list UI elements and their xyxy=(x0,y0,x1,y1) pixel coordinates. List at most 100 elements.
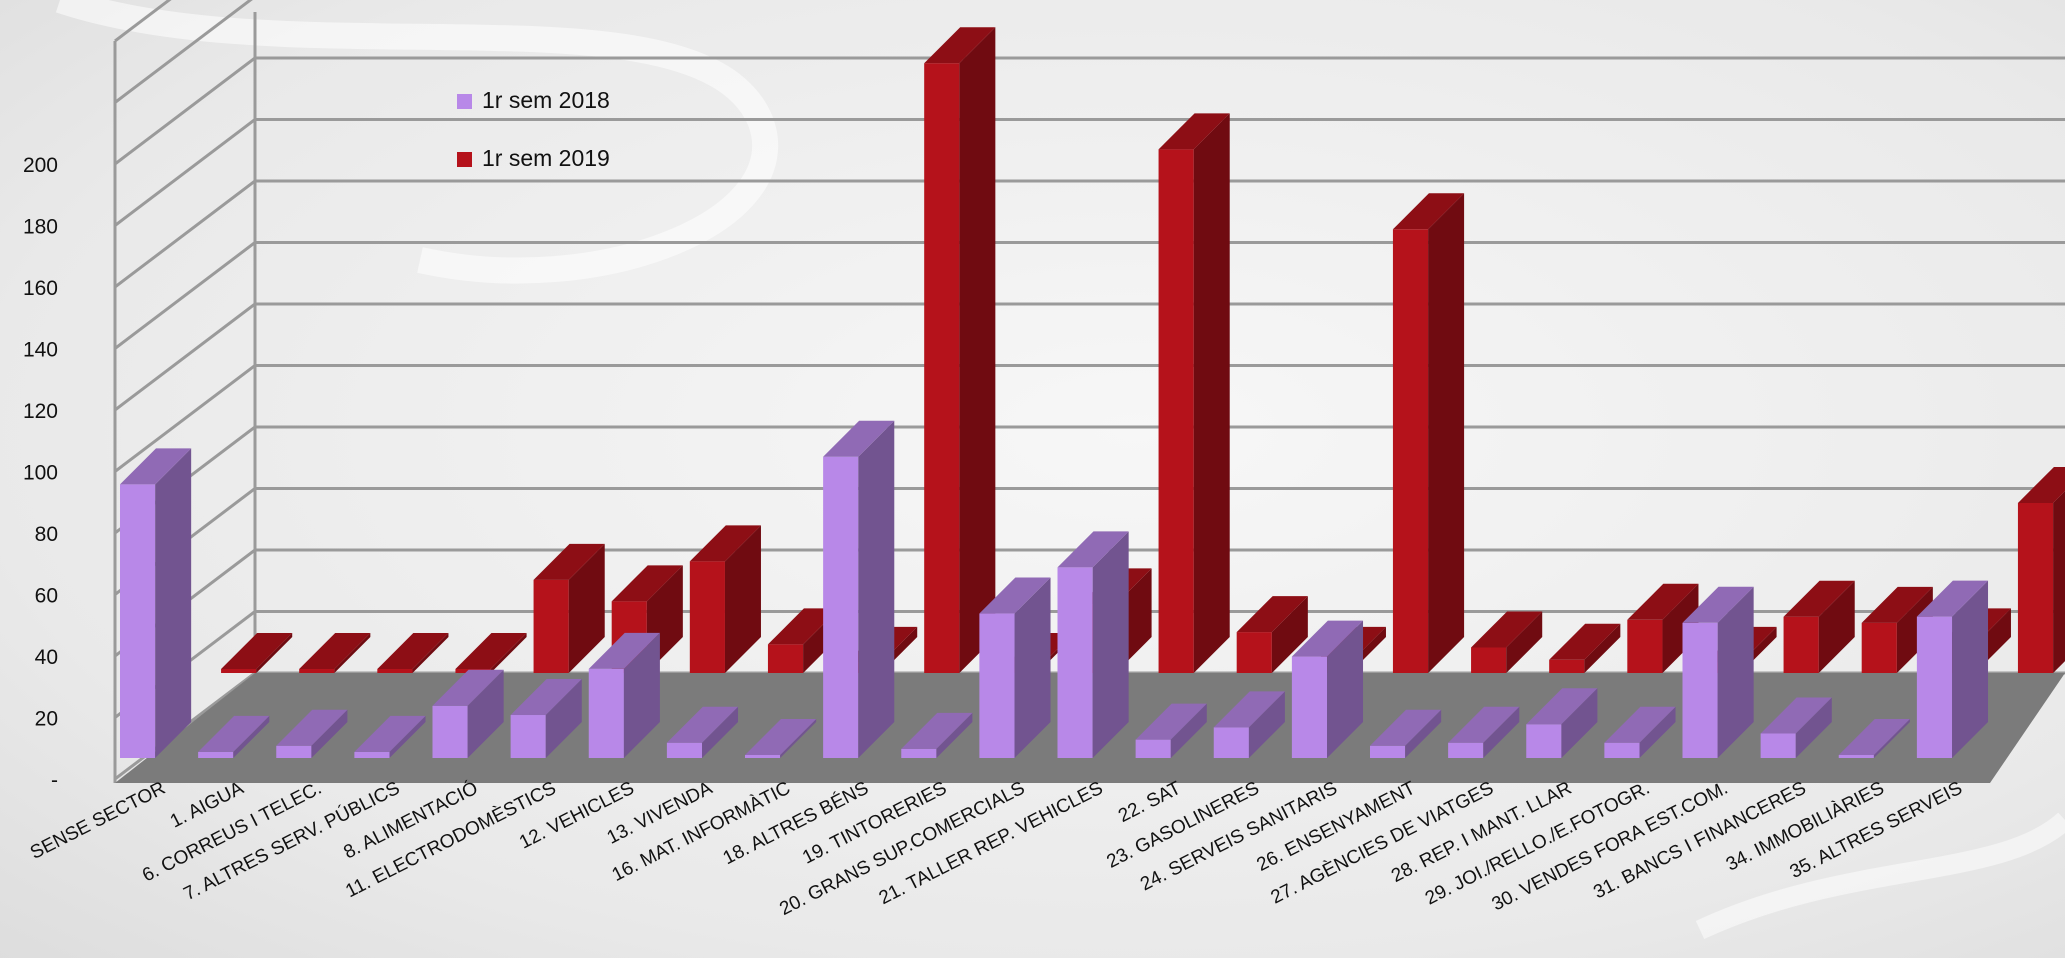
bar-2019-17-side xyxy=(1584,623,1621,673)
bar-2019-12 xyxy=(1158,113,1230,673)
y-tick-label: 80 xyxy=(35,523,58,546)
bar-2019-12-top xyxy=(1158,113,1230,150)
bar-2018-5 xyxy=(510,679,582,758)
bar-2019-2 xyxy=(377,633,449,673)
bar-2018-21-front xyxy=(1760,733,1796,758)
bar-2018-21 xyxy=(1760,697,1832,758)
y-tick-label: - xyxy=(51,769,58,792)
y-tick-label: 200 xyxy=(23,154,58,177)
bar-2018-11-top xyxy=(979,577,1051,614)
bar-2019-6 xyxy=(689,525,761,673)
bar-2018-16-side xyxy=(1405,709,1442,758)
bar-2019-9-front xyxy=(924,63,960,674)
y-tick-label: 140 xyxy=(23,339,58,362)
bar-2019-2-front xyxy=(377,669,413,673)
bar-2018-0-side xyxy=(155,448,192,758)
bar-2018-7 xyxy=(666,706,739,758)
y-tick-label: 160 xyxy=(23,277,58,300)
bar-2018-2-side xyxy=(311,709,348,758)
bar-2019-6-side xyxy=(724,525,761,673)
bar-2018-12-side xyxy=(1092,531,1129,758)
bar-2018-18 xyxy=(1526,688,1598,758)
y-tick-label: 120 xyxy=(23,400,58,423)
bar-2019-4-top xyxy=(533,543,605,580)
bar-2019-18 xyxy=(1627,583,1699,673)
bar-2018-21-top xyxy=(1760,697,1832,734)
bar-2018-10 xyxy=(901,712,973,758)
bar-2018-8-top xyxy=(745,719,817,755)
bar-2018-18-front xyxy=(1526,724,1562,758)
bar-2018-18-top xyxy=(1526,688,1598,725)
bar-2018-9-front xyxy=(823,456,859,758)
bar-2018-19 xyxy=(1604,706,1676,758)
bar-2019-12-front xyxy=(1158,149,1194,673)
bar-2018-0 xyxy=(120,448,192,758)
legend-label: 1r sem 2018 xyxy=(482,87,610,113)
bar-2018-6-front xyxy=(588,668,624,758)
bar-2018-7-side xyxy=(702,706,739,758)
bar-2019-4-side xyxy=(568,543,605,673)
bar-2019-2-top xyxy=(377,633,449,669)
bar-2019-4 xyxy=(533,543,605,673)
bar-2018-19-side xyxy=(1639,706,1676,758)
bar-2018-2-front xyxy=(276,745,312,758)
gridline-side xyxy=(114,56,256,166)
y-tick-label: 60 xyxy=(35,585,58,608)
bar-2018-11-front xyxy=(979,613,1015,758)
bar-2019-9-side xyxy=(959,27,996,674)
bar-2019-2-side xyxy=(412,633,449,673)
bar-2018-10-front xyxy=(901,748,937,758)
bar-2018-8-side xyxy=(780,719,817,758)
y-tick-label: 40 xyxy=(35,646,58,669)
bar-2019-20-top xyxy=(1783,580,1855,617)
bar-2018-23-front xyxy=(1916,616,1953,758)
bar-2018-13-side xyxy=(1170,703,1207,758)
bar-2018-21-side xyxy=(1795,697,1832,758)
bar-2019-18-side xyxy=(1662,583,1699,673)
bar-2019-3-side xyxy=(490,633,527,673)
bar-2019-16 xyxy=(1471,611,1543,673)
bar-2019-20 xyxy=(1783,580,1855,673)
bar-2018-5-side xyxy=(545,679,582,758)
y-axis-tick-labels: - 20 40 60 80 100 120 140 160 180 200 xyxy=(23,154,58,792)
bar-2018-14-front xyxy=(1213,727,1249,758)
bar-2018-16-front xyxy=(1370,745,1406,758)
background-swirl-2 xyxy=(1695,812,2065,940)
bar-2018-4-top xyxy=(432,669,504,706)
bar-2019-0 xyxy=(221,633,293,673)
legend-label: 1r sem 2019 xyxy=(482,145,610,171)
bar-2019-23 xyxy=(2017,466,2065,673)
bar-2018-22-side xyxy=(1873,719,1910,758)
bar-2018-23-top xyxy=(1916,580,1989,617)
bar-2018-0-front xyxy=(120,484,156,758)
bar-2018-22-top xyxy=(1838,719,1910,755)
bar-2018-12-front xyxy=(1057,567,1093,758)
bar-2018-19-top xyxy=(1604,706,1676,743)
bar-2019-1 xyxy=(299,633,371,673)
bar-2018-2-top xyxy=(276,709,348,746)
bar-2018-7-top xyxy=(666,706,739,743)
bar-2018-20-front xyxy=(1682,622,1718,758)
bar-2019-13-side xyxy=(1271,596,1308,673)
bar-2018-22 xyxy=(1838,719,1910,758)
bar-2019-13-top xyxy=(1236,596,1308,633)
bar-2018-18-side xyxy=(1561,688,1598,758)
gridline-side xyxy=(114,241,256,350)
bar-2018-17 xyxy=(1448,706,1520,758)
bar-2018-20 xyxy=(1682,586,1754,758)
bar-2019-18-top xyxy=(1627,583,1699,620)
bar-2019-21-front xyxy=(1861,622,1897,673)
bar-2018-20-side xyxy=(1717,586,1754,758)
bar-2018-6-top xyxy=(588,632,660,669)
bar-2019-7-top xyxy=(767,608,840,645)
bar-2019-1-top xyxy=(299,633,371,669)
bar-2018-13-top xyxy=(1135,703,1207,740)
bar-2018-15-top xyxy=(1291,620,1364,657)
bar-2018-4 xyxy=(432,669,504,758)
bar-2018-8-front xyxy=(745,755,781,758)
bar-2019-9 xyxy=(924,27,996,674)
bar-2019-21-side xyxy=(1896,586,1933,673)
bar-2019-20-side xyxy=(1818,580,1855,673)
legend-swatch xyxy=(457,152,472,167)
